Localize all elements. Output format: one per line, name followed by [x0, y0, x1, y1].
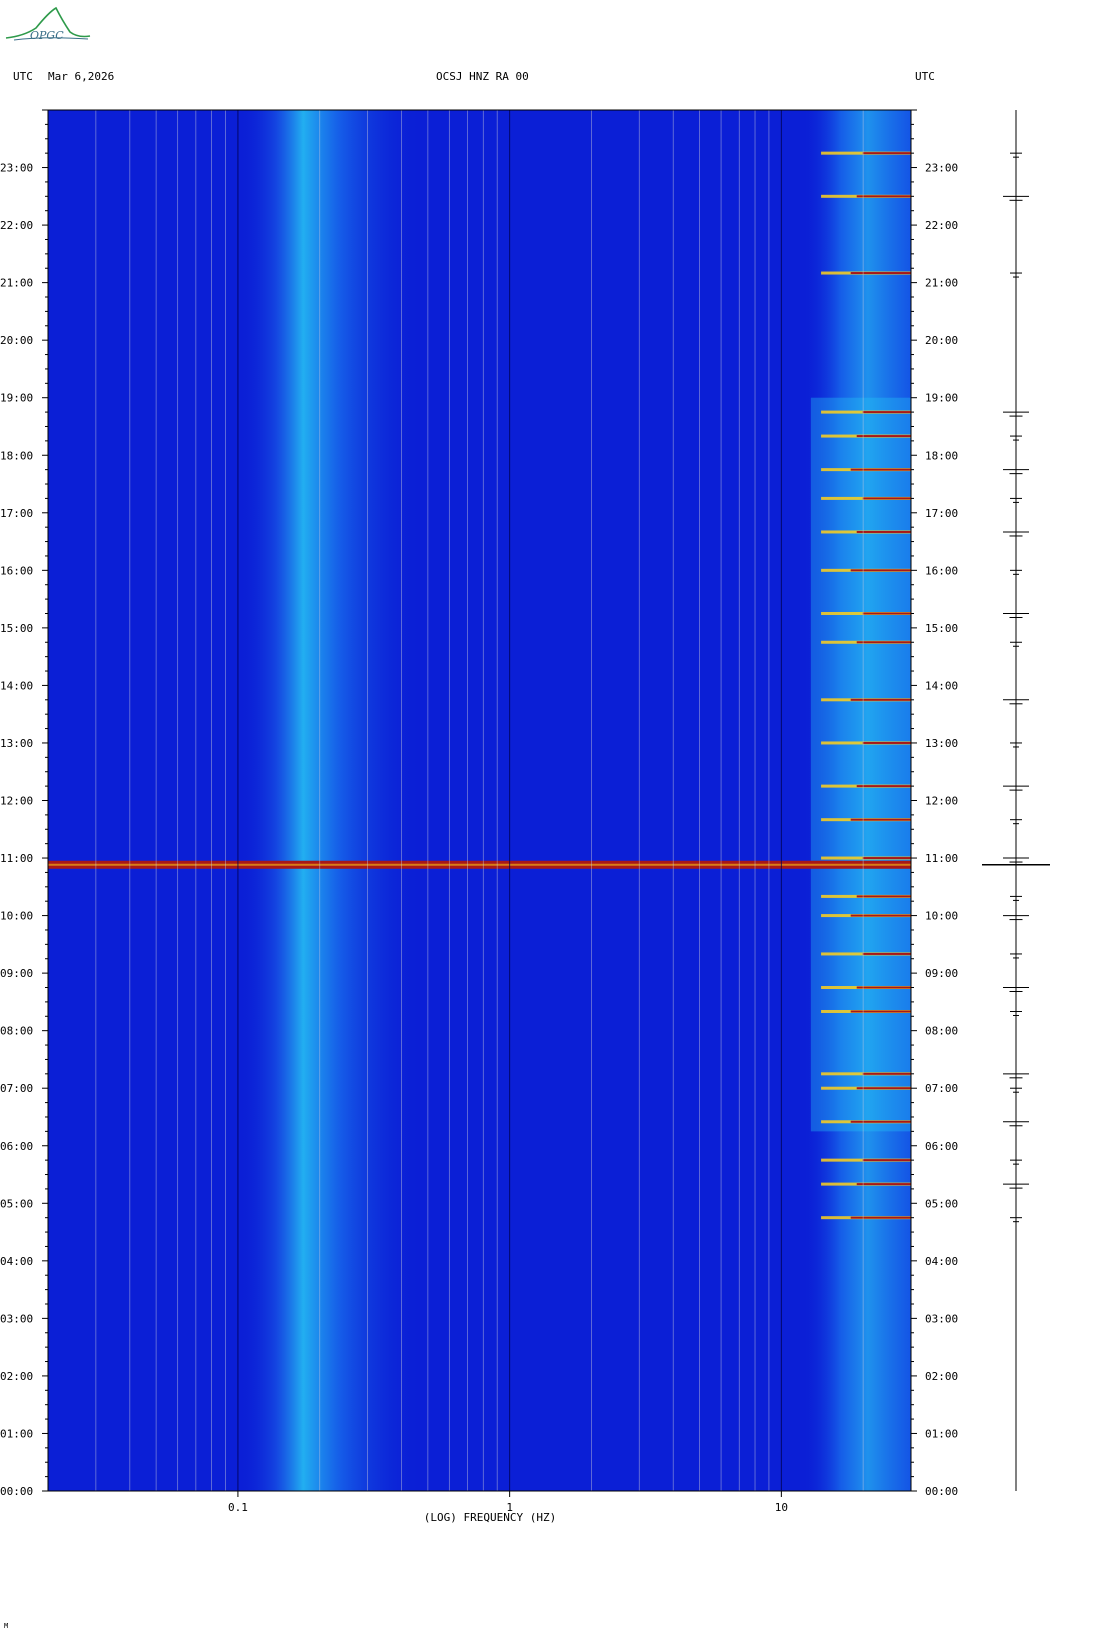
event-stripe-core	[850, 1120, 911, 1123]
microseism-band	[239, 110, 422, 1491]
date-label: Mar 6,2026	[48, 70, 115, 83]
y-tick-label-right: 23:00	[925, 162, 958, 175]
y-tick-label-left: 21:00	[0, 277, 33, 290]
event-stripe-core	[856, 195, 911, 198]
event-stripe-core	[856, 641, 911, 644]
opgc-logo	[4, 6, 94, 46]
y-tick-label-right: 22:00	[925, 219, 958, 232]
y-tick-label-right: 09:00	[925, 967, 958, 980]
event-stripe-core	[856, 1087, 911, 1090]
y-tick-label-right: 10:00	[925, 910, 958, 923]
event-stripe-core	[856, 986, 911, 989]
event-stripe-core	[862, 152, 911, 155]
logo-text: OPGC	[30, 29, 64, 42]
event-stripe-core	[856, 785, 911, 788]
y-tick-label-right: 03:00	[925, 1312, 958, 1325]
x-axis-label: (LOG) FREQUENCY (HZ)	[424, 1511, 556, 1524]
y-tick-label-right: 15:00	[925, 622, 958, 635]
event-stripe-core	[850, 1010, 911, 1013]
event-stripe-core	[856, 1183, 911, 1186]
event-stripe-core	[862, 612, 911, 615]
active-period-band	[810, 397, 911, 1132]
utc-label-right: UTC	[915, 70, 935, 83]
y-tick-label-right: 20:00	[925, 334, 958, 347]
y-tick-label-right: 17:00	[925, 507, 958, 520]
y-tick-label-left: 06:00	[0, 1140, 33, 1153]
y-tick-label-left: 23:00	[0, 162, 33, 175]
event-stripe-core	[850, 914, 911, 917]
y-tick-label-left: 10:00	[0, 910, 33, 923]
y-tick-label-left: 17:00	[0, 507, 33, 520]
y-tick-label-left: 22:00	[0, 219, 33, 232]
y-tick-label-right: 21:00	[925, 277, 958, 290]
x-tick-label: 10	[775, 1501, 788, 1514]
y-tick-label-right: 05:00	[925, 1197, 958, 1210]
y-tick-label-right: 00:00	[925, 1485, 958, 1498]
y-tick-label-left: 13:00	[0, 737, 33, 750]
y-tick-label-left: 02:00	[0, 1370, 33, 1383]
y-tick-label-left: 19:00	[0, 392, 33, 405]
event-stripe-core	[850, 1216, 911, 1219]
y-tick-label-right: 12:00	[925, 795, 958, 808]
event-stripe-core	[856, 435, 911, 438]
y-tick-label-left: 08:00	[0, 1025, 33, 1038]
x-tick-label: 0.1	[228, 1501, 248, 1514]
y-tick-label-right: 13:00	[925, 737, 958, 750]
event-stripe-core	[862, 857, 911, 860]
y-tick-label-right: 08:00	[925, 1025, 958, 1038]
y-tick-label-left: 14:00	[0, 679, 33, 692]
y-tick-label-left: 00:00	[0, 1485, 33, 1498]
event-stripe-core	[850, 698, 911, 701]
y-tick-label-left: 16:00	[0, 564, 33, 577]
high-frequency-band	[802, 110, 911, 1491]
y-tick-label-left: 09:00	[0, 967, 33, 980]
y-tick-label-right: 14:00	[925, 679, 958, 692]
spectrogram-chart: 00:00 00:00 01:00 01:00 02:00 02:00 03:00 03:00…	[0, 109, 1050, 1524]
event-stripe-core	[862, 1159, 911, 1162]
event-stripe-core	[862, 1072, 911, 1075]
y-tick-label-left: 11:00	[0, 852, 33, 865]
y-tick-label-right: 02:00	[925, 1370, 958, 1383]
event-stripe-core	[862, 411, 911, 414]
y-tick-label-right: 18:00	[925, 449, 958, 462]
x-tick-label: 1	[506, 1501, 513, 1514]
event-stripe-core	[850, 818, 911, 821]
y-tick-label-right: 01:00	[925, 1427, 958, 1440]
event-stripe-core	[850, 569, 911, 572]
y-tick-label-right: 16:00	[925, 564, 958, 577]
utc-label-left: UTC	[13, 70, 33, 83]
y-tick-label-left: 07:00	[0, 1082, 33, 1095]
y-tick-label-left: 15:00	[0, 622, 33, 635]
event-stripe-core	[862, 741, 911, 744]
footer-mark: M	[4, 1622, 9, 1630]
station-label: OCSJ HNZ RA 00	[436, 70, 529, 83]
y-tick-label-left: 20:00	[0, 334, 33, 347]
event-stripe-core	[862, 497, 911, 500]
plot-background	[48, 110, 911, 1491]
y-tick-label-left: 04:00	[0, 1255, 33, 1268]
y-tick-label-right: 04:00	[925, 1255, 958, 1268]
y-tick-label-right: 11:00	[925, 852, 958, 865]
event-stripe-core	[856, 895, 911, 898]
wave-arc-logo-icon	[5, 6, 91, 41]
y-tick-label-right: 06:00	[925, 1140, 958, 1153]
broadband-event-core	[48, 863, 911, 866]
y-tick-label-left: 12:00	[0, 795, 33, 808]
event-stripe-core	[850, 468, 911, 471]
y-tick-label-left: 05:00	[0, 1197, 33, 1210]
event-stripe-core	[850, 272, 911, 275]
event-stripe-core	[862, 952, 911, 955]
y-tick-label-right: 19:00	[925, 392, 958, 405]
y-tick-label-left: 01:00	[0, 1427, 33, 1440]
y-tick-label-right: 07:00	[925, 1082, 958, 1095]
event-stripe-core	[856, 530, 911, 533]
y-tick-label-left: 03:00	[0, 1312, 33, 1325]
y-tick-label-left: 18:00	[0, 449, 33, 462]
